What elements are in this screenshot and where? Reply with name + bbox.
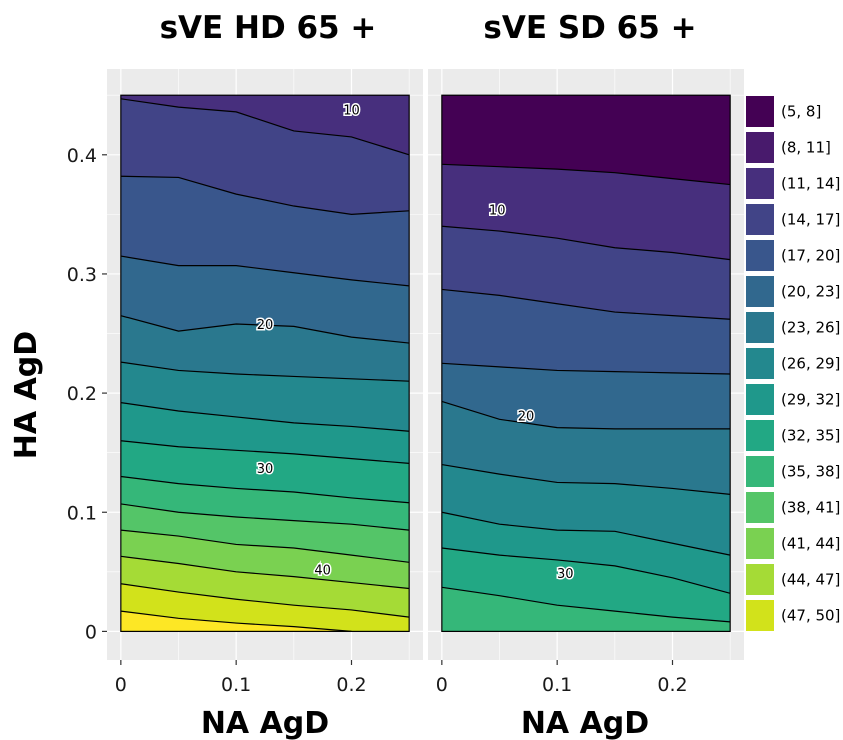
- panel-2-contour-label-1: 20: [518, 410, 535, 425]
- legend-label-1: (8, 11]: [781, 139, 831, 157]
- panel-2-contour-line-1: [441, 547, 731, 594]
- y-tick-label-3: 0.3: [67, 264, 97, 286]
- panel-1-contour-line-6: [120, 440, 410, 464]
- panel-2: 10 20 30 0 0.1 0.2: [428, 69, 744, 696]
- legend-label-6: (23, 26]: [781, 319, 840, 337]
- legend-key-0: [746, 96, 774, 127]
- legend-label-2: (11, 14]: [781, 175, 840, 193]
- panel-1-contour-line-9: [120, 315, 410, 344]
- panel-2-x-tick-label-1: 0.1: [542, 674, 572, 696]
- panel-1-x-tick-label-1: 0.1: [221, 674, 251, 696]
- panel-2-contour-label-2: 30: [557, 567, 574, 582]
- legend-key-5: [746, 276, 774, 307]
- x-axis-title-panel-2: NA AgD: [521, 706, 649, 740]
- legend-key-1: [746, 132, 774, 163]
- legend-label-12: (41, 44]: [781, 535, 840, 553]
- legend-key-13: [746, 564, 774, 595]
- legend-label-3: (14, 17]: [781, 211, 840, 229]
- x-axis-title-panel-1: NA AgD: [201, 706, 329, 740]
- legend-key-11: [746, 492, 774, 523]
- panel-2-contour-line-7: [441, 225, 731, 261]
- legend-label-9: (32, 35]: [781, 427, 840, 445]
- legend-label-4: (17, 20]: [781, 247, 840, 265]
- panel-2-region-border: [441, 94, 731, 633]
- panel-1-contour-line-7: [120, 402, 410, 432]
- legend-key-14: [746, 600, 774, 631]
- legend-label-11: (38, 41]: [781, 499, 840, 517]
- panel-1-title: sVE HD 65 +: [160, 10, 377, 46]
- panel-1-contour-label-0: 10: [343, 104, 360, 119]
- panel-2-contour-label-0: 10: [489, 204, 506, 219]
- panel-1-contour-line-8: [120, 361, 410, 382]
- panel-1-contour-line-10: [120, 255, 410, 287]
- panel-2-contour-line-0: [441, 586, 731, 623]
- panel-1-contour-line-4: [120, 503, 410, 531]
- panel-2-title: sVE SD 65 +: [483, 10, 696, 46]
- y-tick-label-4: 0.4: [67, 145, 97, 167]
- legend-key-3: [746, 204, 774, 235]
- legend: (5, 8] (8, 11] (11, 14] (14, 17] (17, 20] (20…: [746, 96, 840, 631]
- panel-2-contour-line-5: [441, 362, 731, 375]
- legend-key-7: [746, 348, 774, 379]
- y-tick-label-1: 0.1: [67, 502, 97, 524]
- legend-key-12: [746, 528, 774, 559]
- panel-1-x-tick-label-0: 0: [115, 674, 127, 696]
- panel-2-x-tick-label-0: 0: [436, 674, 448, 696]
- panel-1-contour-line-11: [120, 175, 410, 215]
- panel-2-x-tick-label-2: 0.2: [657, 674, 687, 696]
- legend-label-5: (20, 23]: [781, 283, 840, 301]
- y-tick-label-0: 0: [85, 621, 97, 643]
- legend-key-4: [746, 240, 774, 271]
- panel-1-region-border: [120, 94, 410, 633]
- panel-1: 10 20 30 40 0 0.1 0.2 0 0.1 0.2 0.3 0.4: [67, 69, 423, 696]
- panel-1-contour-label-2: 30: [257, 462, 274, 477]
- y-axis-title: HA AgD: [9, 331, 44, 459]
- panel-1-contour-line-1: [120, 583, 410, 618]
- y-tick-label-2: 0.2: [67, 383, 97, 405]
- legend-key-9: [746, 420, 774, 451]
- panel-1-contour-label-3: 40: [314, 563, 331, 578]
- legend-label-10: (35, 38]: [781, 463, 840, 481]
- legend-label-14: (47, 50]: [781, 607, 840, 625]
- panel-2-contour-line-8: [441, 163, 731, 186]
- legend-label-8: (29, 32]: [781, 391, 840, 409]
- panel-1-band-0: [120, 611, 410, 632]
- legend-label-0: (5, 8]: [781, 103, 821, 121]
- panel-2-contour-line-4: [441, 400, 731, 430]
- legend-key-8: [746, 384, 774, 415]
- legend-key-6: [746, 312, 774, 343]
- legend-label-7: (26, 29]: [781, 355, 840, 373]
- panel-1-x-tick-label-2: 0.2: [336, 674, 366, 696]
- panel-2-contour-line-2: [441, 511, 731, 556]
- panel-1-contour-line-2: [120, 555, 410, 590]
- panel-1-contour-label-1: 20: [257, 318, 274, 333]
- panel-1-contour-line-5: [120, 475, 410, 504]
- panel-1-contour-line-12: [120, 98, 410, 156]
- panel-1-contour-line-0: [120, 610, 352, 633]
- panel-1-contour-line-3: [120, 529, 410, 563]
- legend-key-10: [746, 456, 774, 487]
- panel-2-contour-line-6: [441, 288, 731, 320]
- legend-key-2: [746, 168, 774, 199]
- panel-2-contour-line-3: [441, 463, 731, 495]
- legend-label-13: (44, 47]: [781, 571, 840, 589]
